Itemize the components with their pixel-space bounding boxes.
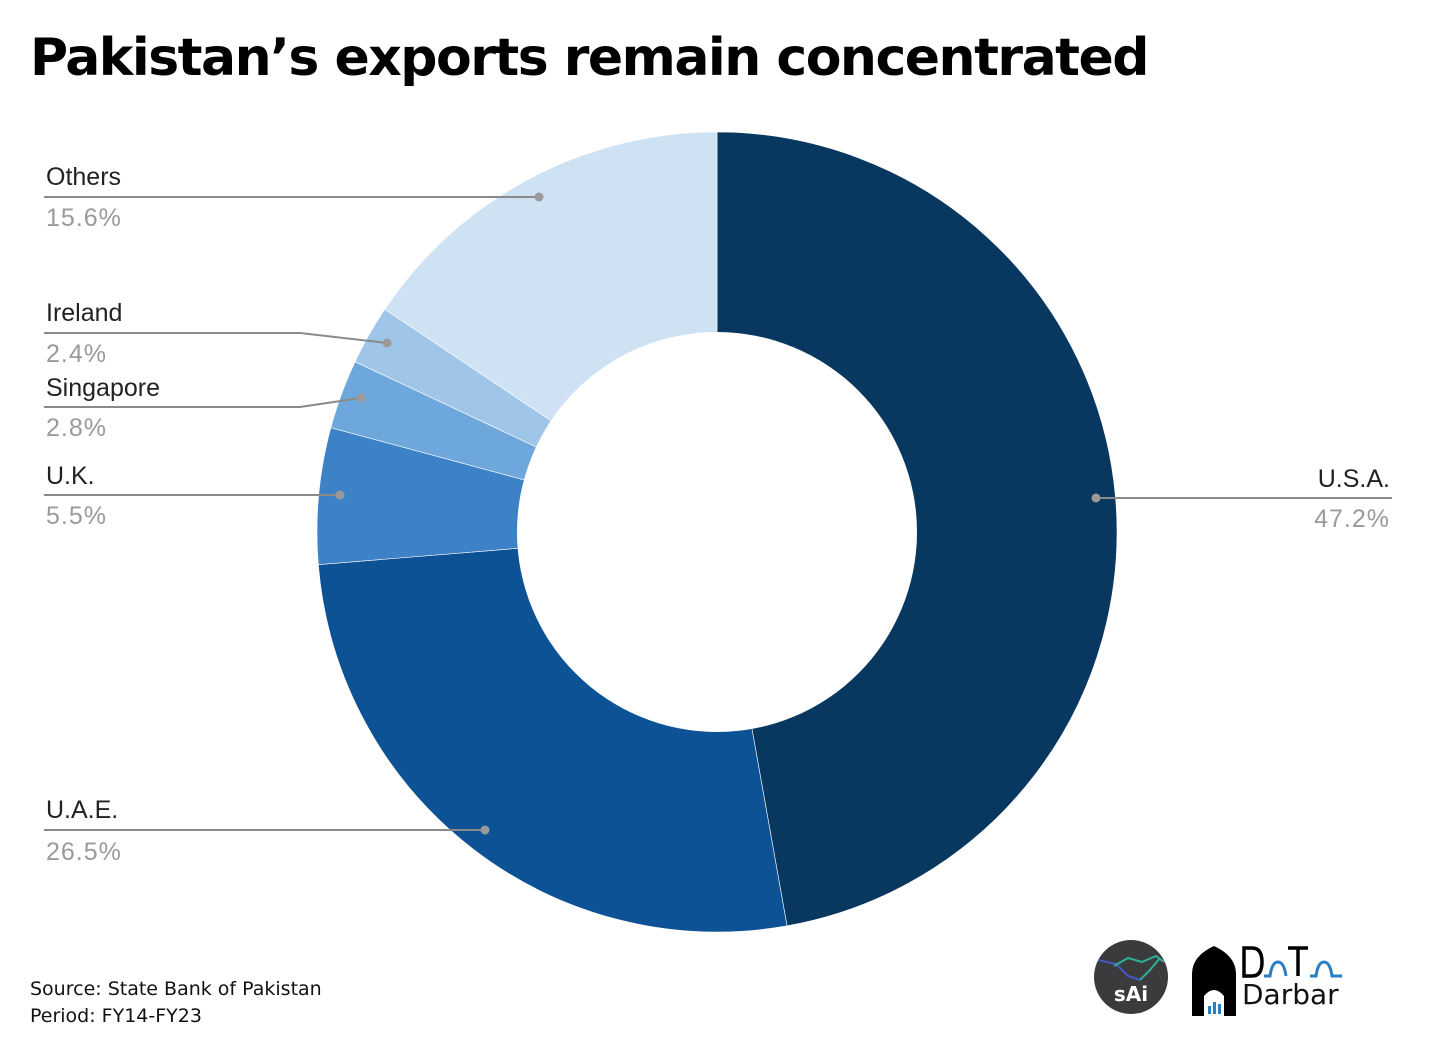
leader-dot-usa (1091, 493, 1101, 503)
period-note: Period: FY14-FY23 (30, 1005, 202, 1027)
leader-dot-singapore (356, 393, 366, 403)
label-singapore-name: Singapore (46, 374, 160, 402)
label-uk-pct: 5.5% (46, 502, 107, 530)
label-singapore-pct: 2.8% (46, 414, 107, 442)
label-ireland-name: Ireland (46, 299, 122, 327)
leader-line-singapore (44, 397, 362, 408)
sai-logo-text: sAi (1113, 982, 1149, 1006)
leader-dot-ireland (382, 338, 392, 348)
label-others-name: Others (46, 163, 121, 191)
label-uae-pct: 26.5% (46, 838, 122, 866)
sai-logo: sAi (1094, 940, 1168, 1014)
darbar-wordmark: Darbar (1242, 978, 1339, 1011)
label-ireland-pct: 2.4% (46, 340, 107, 368)
chart-title: Pakistan’s exports remain concentrated (30, 28, 1150, 88)
label-usa-pct: 47.2% (1314, 505, 1390, 533)
label-uae-name: U.A.E. (46, 796, 118, 824)
leader-lines (44, 196, 1392, 831)
label-usa-name: U.S.A. (1318, 465, 1390, 493)
chart-footer: Source: State Bank of Pakistan Period: F… (30, 976, 322, 1030)
data-wordmark-icon (1242, 946, 1342, 978)
sai-line-icon (1097, 954, 1165, 981)
logos: sAi Darbar (1092, 940, 1352, 1020)
leader-dot-uae (480, 825, 490, 835)
label-others-pct: 15.6% (46, 204, 122, 232)
leader-dot-others (534, 192, 544, 202)
source-note: Source: State Bank of Pakistan (30, 978, 322, 1000)
leader-dots (335, 192, 1101, 835)
leader-line-ireland (44, 332, 388, 344)
label-uk-name: U.K. (46, 462, 95, 490)
slice-usa (716, 131, 1118, 927)
donut-hole (517, 332, 917, 732)
darbar-arch-icon (1192, 946, 1236, 1016)
leader-dot-uk (335, 490, 345, 500)
